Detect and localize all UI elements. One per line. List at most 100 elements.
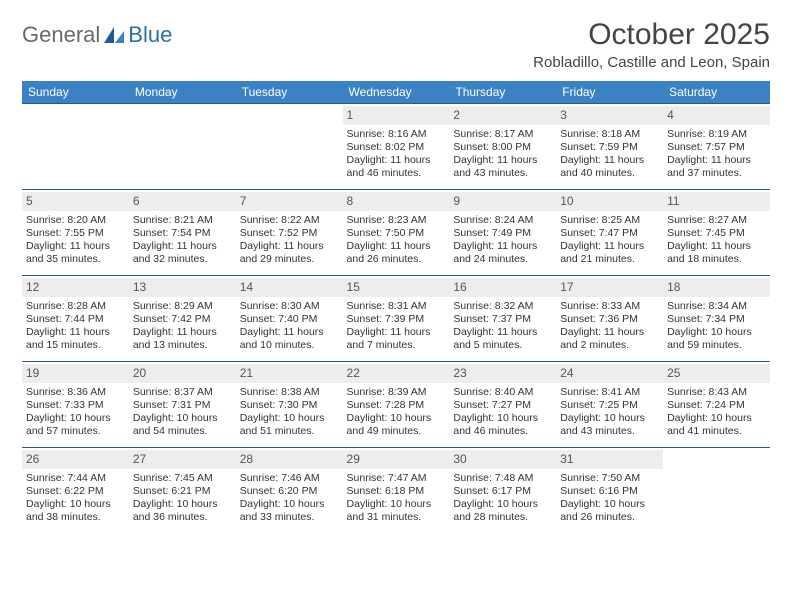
- day-number: 18: [663, 278, 770, 297]
- day-number: 31: [556, 450, 663, 469]
- calendar-row: 26Sunrise: 7:44 AMSunset: 6:22 PMDayligh…: [22, 448, 770, 534]
- calendar-cell: 14Sunrise: 8:30 AMSunset: 7:40 PMDayligh…: [236, 276, 343, 362]
- day-number: 7: [236, 192, 343, 211]
- day-number: 5: [22, 192, 129, 211]
- sunset-line: Sunset: 7:49 PM: [453, 227, 552, 240]
- day-number: 25: [663, 364, 770, 383]
- daylight-line: Daylight: 10 hours and 36 minutes.: [133, 498, 232, 524]
- sunset-line: Sunset: 7:37 PM: [453, 313, 552, 326]
- calendar-cell: 5 Sunrise: 8:20 AMSunset: 7:55 PMDaylight…: [22, 190, 129, 276]
- sunrise-line: Sunrise: 8:33 AM: [560, 300, 659, 313]
- calendar-cell: 16Sunrise: 8:32 AMSunset: 7:37 PMDayligh…: [449, 276, 556, 362]
- page-title: October 2025: [533, 18, 770, 52]
- day-number: 6: [129, 192, 236, 211]
- daylight-line: Daylight: 10 hours and 28 minutes.: [453, 498, 552, 524]
- sunset-line: Sunset: 7:57 PM: [667, 141, 766, 154]
- day-number: 12: [22, 278, 129, 297]
- logo-sail-icon: [102, 25, 126, 45]
- sunset-line: Sunset: 7:28 PM: [347, 399, 446, 412]
- day-number: 1: [343, 106, 450, 125]
- daylight-line: Daylight: 10 hours and 46 minutes.: [453, 412, 552, 438]
- calendar-cell: [236, 104, 343, 190]
- day-header: Thursday: [449, 81, 556, 104]
- logo: General Blue: [22, 18, 172, 46]
- day-number: 9: [449, 192, 556, 211]
- sunrise-line: Sunrise: 8:24 AM: [453, 214, 552, 227]
- day-number: 21: [236, 364, 343, 383]
- location-line: Robladillo, Castille and Leon, Spain: [533, 54, 770, 71]
- sunrise-line: Sunrise: 8:36 AM: [26, 386, 125, 399]
- sunset-line: Sunset: 7:55 PM: [26, 227, 125, 240]
- calendar-cell: 26Sunrise: 7:44 AMSunset: 6:22 PMDayligh…: [22, 448, 129, 534]
- sunset-line: Sunset: 7:31 PM: [133, 399, 232, 412]
- daylight-line: Daylight: 10 hours and 59 minutes.: [667, 326, 766, 352]
- logo-text-blue: Blue: [128, 24, 172, 46]
- daylight-line: Daylight: 11 hours and 37 minutes.: [667, 154, 766, 180]
- daylight-line: Daylight: 10 hours and 57 minutes.: [26, 412, 125, 438]
- day-number: 24: [556, 364, 663, 383]
- sunset-line: Sunset: 7:36 PM: [560, 313, 659, 326]
- day-header-row: SundayMondayTuesdayWednesdayThursdayFrid…: [22, 81, 770, 104]
- calendar-cell: 13Sunrise: 8:29 AMSunset: 7:42 PMDayligh…: [129, 276, 236, 362]
- sunrise-line: Sunrise: 8:40 AM: [453, 386, 552, 399]
- sunrise-line: Sunrise: 8:28 AM: [26, 300, 125, 313]
- daylight-line: Daylight: 11 hours and 2 minutes.: [560, 326, 659, 352]
- day-number: 26: [22, 450, 129, 469]
- calendar-cell: 21Sunrise: 8:38 AMSunset: 7:30 PMDayligh…: [236, 362, 343, 448]
- calendar-row: 1Sunrise: 8:16 AMSunset: 8:02 PMDaylight…: [22, 104, 770, 190]
- sunrise-line: Sunrise: 7:44 AM: [26, 472, 125, 485]
- calendar-cell: 8Sunrise: 8:23 AMSunset: 7:50 PMDaylight…: [343, 190, 450, 276]
- calendar-cell: 31Sunrise: 7:50 AMSunset: 6:16 PMDayligh…: [556, 448, 663, 534]
- day-number: 19: [22, 364, 129, 383]
- sunset-line: Sunset: 7:33 PM: [26, 399, 125, 412]
- daylight-line: Daylight: 11 hours and 18 minutes.: [667, 240, 766, 266]
- daylight-line: Daylight: 10 hours and 41 minutes.: [667, 412, 766, 438]
- day-header: Sunday: [22, 81, 129, 104]
- daylight-line: Daylight: 11 hours and 35 minutes.: [26, 240, 125, 266]
- daylight-line: Daylight: 10 hours and 51 minutes.: [240, 412, 339, 438]
- sunrise-line: Sunrise: 8:29 AM: [133, 300, 232, 313]
- day-number: 15: [343, 278, 450, 297]
- sunset-line: Sunset: 7:25 PM: [560, 399, 659, 412]
- sunrise-line: Sunrise: 8:43 AM: [667, 386, 766, 399]
- title-block: October 2025 Robladillo, Castille and Le…: [533, 18, 770, 71]
- daylight-line: Daylight: 10 hours and 49 minutes.: [347, 412, 446, 438]
- daylight-line: Daylight: 10 hours and 38 minutes.: [26, 498, 125, 524]
- sunset-line: Sunset: 7:44 PM: [26, 313, 125, 326]
- daylight-line: Daylight: 11 hours and 24 minutes.: [453, 240, 552, 266]
- calendar-cell: 7Sunrise: 8:22 AMSunset: 7:52 PMDaylight…: [236, 190, 343, 276]
- calendar-cell: 24Sunrise: 8:41 AMSunset: 7:25 PMDayligh…: [556, 362, 663, 448]
- sunset-line: Sunset: 7:45 PM: [667, 227, 766, 240]
- sunrise-line: Sunrise: 7:48 AM: [453, 472, 552, 485]
- daylight-line: Daylight: 10 hours and 31 minutes.: [347, 498, 446, 524]
- calendar-cell: [129, 104, 236, 190]
- calendar-cell: 15Sunrise: 8:31 AMSunset: 7:39 PMDayligh…: [343, 276, 450, 362]
- day-number: 4: [663, 106, 770, 125]
- daylight-line: Daylight: 11 hours and 40 minutes.: [560, 154, 659, 180]
- day-number: 16: [449, 278, 556, 297]
- day-number: 13: [129, 278, 236, 297]
- sunset-line: Sunset: 6:16 PM: [560, 485, 659, 498]
- sunset-line: Sunset: 7:54 PM: [133, 227, 232, 240]
- calendar-row: 5Sunrise: 8:20 AMSunset: 7:55 PMDaylight…: [22, 190, 770, 276]
- sunset-line: Sunset: 6:21 PM: [133, 485, 232, 498]
- calendar-cell: 17Sunrise: 8:33 AMSunset: 7:36 PMDayligh…: [556, 276, 663, 362]
- calendar-cell: 20Sunrise: 8:37 AMSunset: 7:31 PMDayligh…: [129, 362, 236, 448]
- calendar-cell: 30Sunrise: 7:48 AMSunset: 6:17 PMDayligh…: [449, 448, 556, 534]
- sunset-line: Sunset: 7:24 PM: [667, 399, 766, 412]
- sunrise-line: Sunrise: 8:17 AM: [453, 128, 552, 141]
- sunrise-line: Sunrise: 8:23 AM: [347, 214, 446, 227]
- sunrise-line: Sunrise: 8:31 AM: [347, 300, 446, 313]
- sunrise-line: Sunrise: 8:30 AM: [240, 300, 339, 313]
- daylight-line: Daylight: 11 hours and 29 minutes.: [240, 240, 339, 266]
- sunset-line: Sunset: 7:40 PM: [240, 313, 339, 326]
- day-number: 29: [343, 450, 450, 469]
- calendar-cell: 29Sunrise: 7:47 AMSunset: 6:18 PMDayligh…: [343, 448, 450, 534]
- sunrise-line: Sunrise: 8:20 AM: [26, 214, 125, 227]
- sunset-line: Sunset: 7:34 PM: [667, 313, 766, 326]
- sunrise-line: Sunrise: 8:19 AM: [667, 128, 766, 141]
- sunrise-line: Sunrise: 7:47 AM: [347, 472, 446, 485]
- day-header: Saturday: [663, 81, 770, 104]
- day-number: 2: [449, 106, 556, 125]
- sunset-line: Sunset: 6:20 PM: [240, 485, 339, 498]
